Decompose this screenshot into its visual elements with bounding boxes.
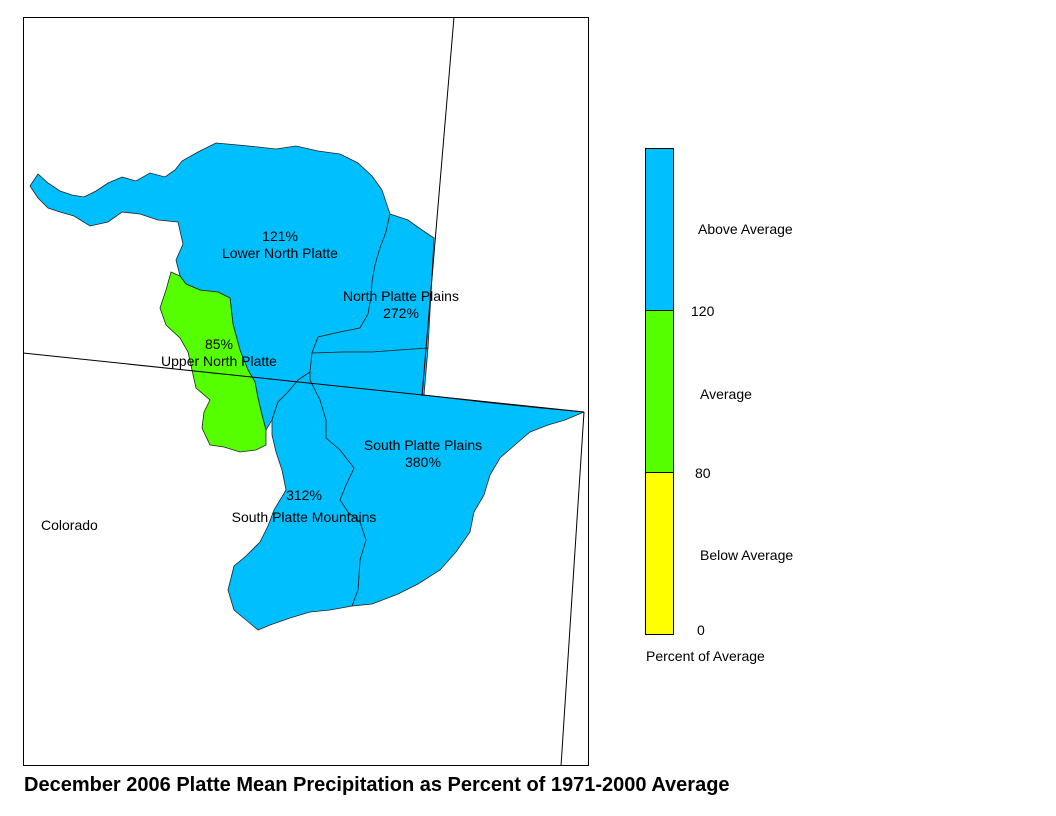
graticule-line <box>421 16 455 397</box>
basin-percent: 380% <box>405 454 441 470</box>
basin-label-north-platte-plains: North Platte Plains 272% <box>343 288 459 322</box>
legend-label-average: Average <box>700 386 752 402</box>
legend-swatch-below-average <box>645 472 674 635</box>
basin-south-platte-mountains[interactable] <box>227 371 367 631</box>
basin-name: Upper North Platte <box>161 353 277 369</box>
legend-label-above-average: Above Average <box>698 221 793 237</box>
map-border <box>23 17 589 766</box>
basin-label-upper-north-platte: 85% Upper North Platte <box>161 336 277 370</box>
basin-label-south-platte-plains: South Platte Plains 380% <box>364 437 482 471</box>
graticule-line <box>560 411 585 767</box>
basin-name: South Platte Plains <box>363 437 483 453</box>
legend-break-80: 80 <box>695 465 711 481</box>
graticule-line <box>22 352 585 413</box>
map-caption: December 2006 Platte Mean Precipitation … <box>24 774 730 796</box>
basin-name: Lower North Platte <box>222 245 338 261</box>
basin-percent: 121% <box>262 228 298 244</box>
basin-name: North Platte Plains <box>343 288 459 304</box>
legend-swatch-above-average <box>645 148 674 311</box>
legend-swatch-average <box>645 310 674 473</box>
legend-break-0: 0 <box>697 622 705 638</box>
legend-break-120: 120 <box>691 303 715 319</box>
basin-name: South Platte Mountains <box>231 509 377 525</box>
basin-percent: 312% <box>286 487 322 503</box>
basin-percent: 272% <box>383 305 419 321</box>
basin-upper-north-platte[interactable] <box>159 271 267 453</box>
basin-percent: 85% <box>204 336 234 352</box>
legend-title: Percent of Average <box>646 648 765 664</box>
basin-label-lower-north-platte: 121% Lower North Platte <box>222 228 338 262</box>
legend-label-below-average: Below Average <box>700 547 794 563</box>
state-label-colorado: Colorado <box>41 517 98 533</box>
basin-label-south-platte-mountains: 312% South Platte Mountains <box>232 487 377 526</box>
